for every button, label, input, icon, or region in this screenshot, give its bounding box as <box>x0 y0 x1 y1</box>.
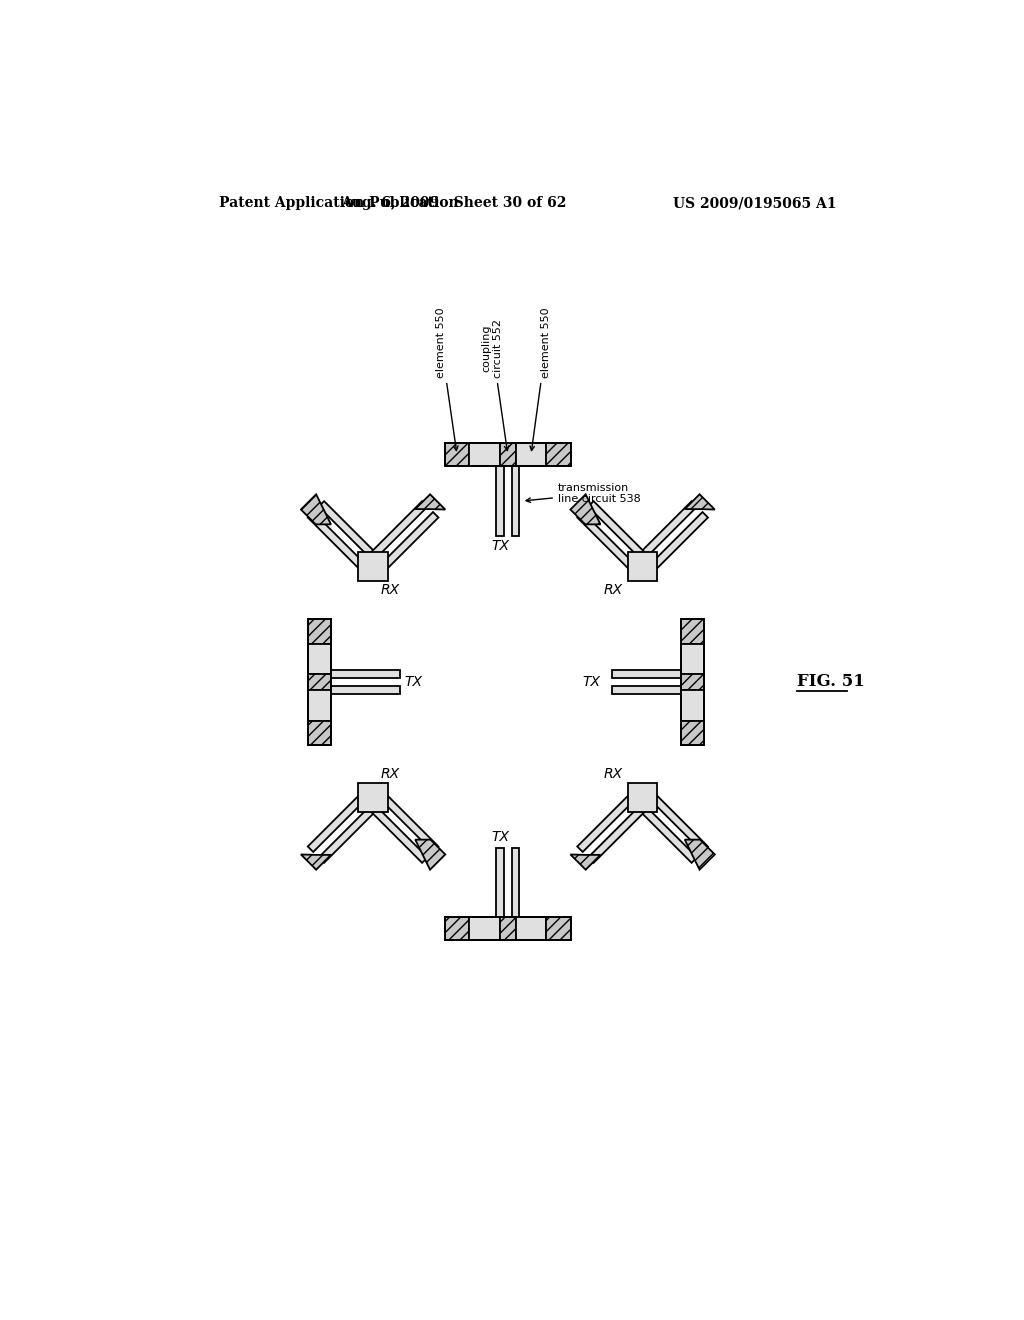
Text: RX: RX <box>604 767 624 781</box>
Polygon shape <box>645 789 708 851</box>
Polygon shape <box>416 494 445 510</box>
Polygon shape <box>645 512 708 574</box>
Bar <box>512 466 519 536</box>
Polygon shape <box>635 502 697 564</box>
Text: FIG. 51: FIG. 51 <box>797 673 864 690</box>
Bar <box>444 444 571 466</box>
Bar <box>547 444 571 466</box>
Bar <box>611 686 681 693</box>
Polygon shape <box>376 789 438 851</box>
Bar <box>444 917 571 940</box>
Polygon shape <box>365 502 428 564</box>
Bar <box>358 783 388 812</box>
Text: RX: RX <box>604 582 624 597</box>
Polygon shape <box>578 789 640 851</box>
Polygon shape <box>318 800 381 863</box>
Polygon shape <box>570 854 600 870</box>
Bar <box>444 444 469 466</box>
Polygon shape <box>308 512 371 574</box>
Polygon shape <box>376 512 438 574</box>
Text: TX: TX <box>490 540 509 553</box>
Bar <box>358 552 388 581</box>
Text: TX: TX <box>490 830 509 843</box>
Bar <box>681 644 705 675</box>
Polygon shape <box>578 512 640 574</box>
Text: RX: RX <box>381 582 400 597</box>
Polygon shape <box>416 840 445 870</box>
Bar <box>681 619 705 744</box>
Bar <box>681 721 705 744</box>
Polygon shape <box>588 800 651 863</box>
Bar <box>512 847 519 917</box>
Text: element 550: element 550 <box>436 308 458 450</box>
Bar <box>469 444 500 466</box>
Bar <box>307 619 331 644</box>
Polygon shape <box>365 800 428 863</box>
Text: element 550: element 550 <box>530 308 551 450</box>
Polygon shape <box>685 840 715 870</box>
Bar <box>515 917 547 940</box>
Bar <box>307 644 331 675</box>
Bar <box>307 675 331 689</box>
Bar <box>681 689 705 721</box>
Bar <box>500 444 515 466</box>
Bar <box>681 619 705 644</box>
Polygon shape <box>301 494 331 524</box>
Text: Patent Application Publication: Patent Application Publication <box>219 197 459 210</box>
Bar <box>469 917 500 940</box>
Text: transmission
line circuit 538: transmission line circuit 538 <box>526 483 641 504</box>
Text: TX: TX <box>583 675 600 689</box>
Bar <box>628 783 657 812</box>
Bar <box>307 689 331 721</box>
Polygon shape <box>301 854 331 870</box>
Bar <box>307 619 331 744</box>
Bar <box>444 917 469 940</box>
Bar <box>497 466 504 536</box>
Bar <box>547 917 571 940</box>
Bar <box>331 686 400 693</box>
Text: RX: RX <box>381 767 400 781</box>
Text: coupling
circuit 552: coupling circuit 552 <box>481 319 509 450</box>
Bar <box>331 671 400 678</box>
Bar <box>611 671 681 678</box>
Bar <box>681 675 705 689</box>
Bar <box>500 917 515 940</box>
Bar <box>515 444 547 466</box>
Polygon shape <box>635 800 697 863</box>
Bar <box>307 721 331 744</box>
Text: US 2009/0195065 A1: US 2009/0195065 A1 <box>673 197 836 210</box>
Polygon shape <box>318 502 381 564</box>
Polygon shape <box>570 494 600 524</box>
Bar <box>628 552 657 581</box>
Polygon shape <box>308 789 371 851</box>
Text: TX: TX <box>404 675 423 689</box>
Bar <box>497 847 504 917</box>
Polygon shape <box>588 502 651 564</box>
Text: Aug. 6, 2009   Sheet 30 of 62: Aug. 6, 2009 Sheet 30 of 62 <box>341 197 566 210</box>
Polygon shape <box>685 494 715 510</box>
